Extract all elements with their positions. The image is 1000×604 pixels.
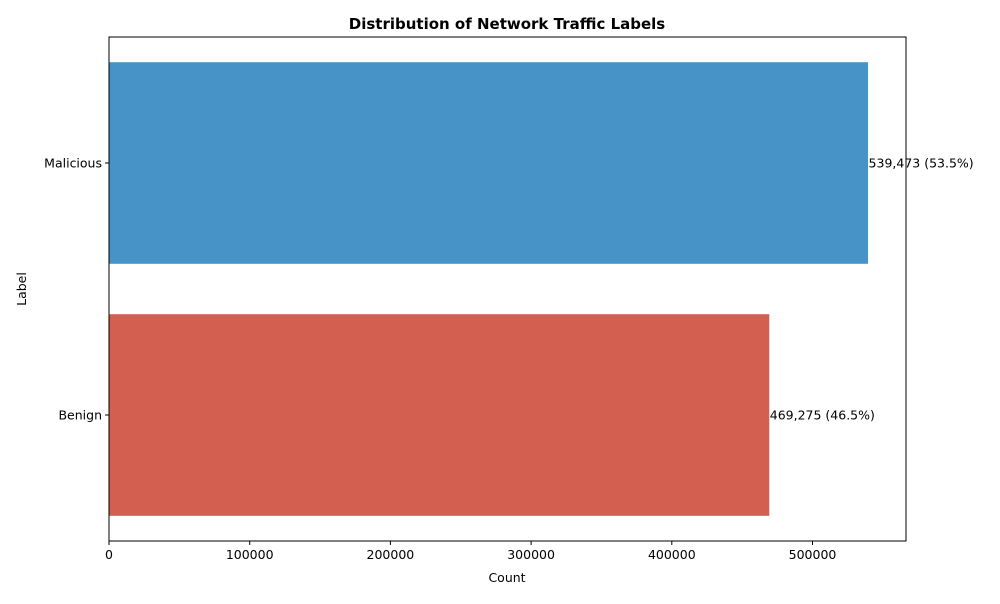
x-axis-label: Count [488, 570, 525, 585]
x-tick-label: 100000 [226, 547, 274, 562]
data-label-malicious: 539,473 (53.5%) [869, 156, 974, 171]
bars-layer [109, 62, 869, 516]
data-labels-layer: 539,473 (53.5%) 469,275 (46.5%) [770, 156, 974, 423]
y-axis-ticks: Malicious Benign [44, 156, 109, 423]
x-tick-label: 400000 [648, 547, 696, 562]
x-tick-label: 300000 [507, 547, 555, 562]
y-tick-label: Benign [58, 408, 102, 423]
bar-malicious [109, 62, 869, 264]
bar-benign [109, 314, 770, 516]
x-tick-label: 200000 [367, 547, 415, 562]
y-axis-label: Label [14, 272, 29, 306]
data-label-benign: 469,275 (46.5%) [770, 408, 875, 423]
x-tick-label: 0 [105, 547, 113, 562]
x-axis-ticks: 0 100000 200000 300000 400000 500000 [105, 541, 836, 562]
y-tick-label: Malicious [44, 156, 102, 171]
x-tick-label: 500000 [789, 547, 837, 562]
chart-title: Distribution of Network Traffic Labels [349, 15, 666, 33]
plot-frame [108, 36, 907, 542]
